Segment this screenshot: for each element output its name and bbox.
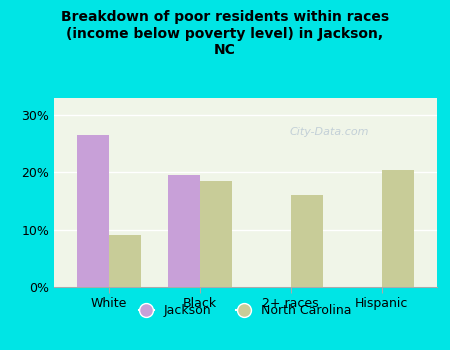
Text: City-Data.com: City-Data.com (290, 127, 369, 137)
Bar (77, 135, 108, 287)
Bar (382, 170, 414, 287)
Bar (168, 175, 200, 287)
Bar (200, 181, 232, 287)
Legend: Jackson, North Carolina: Jackson, North Carolina (134, 299, 357, 322)
Bar (108, 236, 140, 287)
Bar (291, 195, 323, 287)
Text: Breakdown of poor residents within races
(income below poverty level) in Jackson: Breakdown of poor residents within races… (61, 10, 389, 57)
